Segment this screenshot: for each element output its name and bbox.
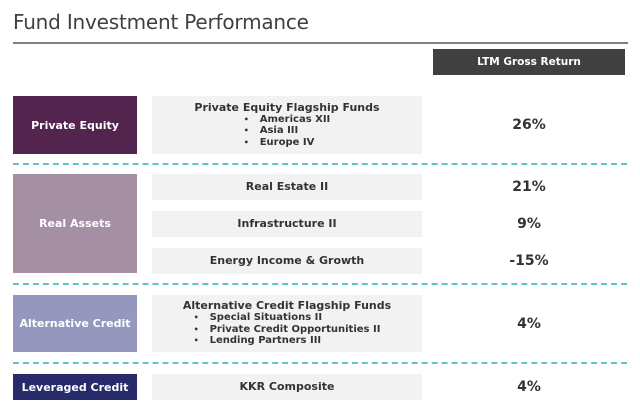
fund-name: Private Equity Flagship Funds — [194, 100, 380, 114]
category-leveraged-credit: Leveraged Credit — [13, 374, 137, 400]
section-divider — [13, 283, 627, 285]
category-private-equity: Private Equity — [13, 96, 137, 154]
title-divider — [13, 42, 628, 44]
fund-alternative-credit-flagship: Alternative Credit Flagship Funds Specia… — [152, 295, 422, 352]
fund-name: Alternative Credit Flagship Funds — [182, 299, 392, 313]
page-title: Fund Investment Performance — [13, 10, 309, 34]
fund-real-estate-ii: Real Estate II — [152, 174, 422, 200]
fund-list-item: Americas XII — [244, 114, 331, 126]
fund-name: KKR Composite — [239, 380, 335, 393]
return-value: 26% — [512, 117, 546, 133]
category-alternative-credit: Alternative Credit — [13, 295, 137, 352]
fund-infrastructure-ii: Infrastructure II — [152, 211, 422, 237]
return-value: 4% — [517, 379, 541, 395]
fund-list-item: Private Credit Opportunities II — [194, 324, 381, 336]
fund-name: Infrastructure II — [237, 217, 337, 230]
fund-list-item: Asia III — [244, 125, 331, 137]
fund-name: Real Estate II — [245, 180, 329, 193]
return-value: 9% — [517, 216, 541, 232]
return-value: -15% — [509, 253, 549, 269]
fund-list-item: Europe IV — [244, 137, 331, 149]
category-real-assets: Real Assets — [13, 174, 137, 273]
section-divider — [13, 362, 627, 364]
fund-kkr-composite: KKR Composite — [152, 374, 422, 400]
column-header-ltm-gross-return: LTM Gross Return — [433, 49, 625, 75]
fund-energy-income-growth: Energy Income & Growth — [152, 248, 422, 274]
fund-list-item: Special Situations II — [194, 312, 381, 324]
fund-name: Energy Income & Growth — [209, 254, 365, 267]
section-divider — [13, 163, 627, 165]
fund-list: Americas XII Asia III Europe IV — [244, 114, 331, 149]
fund-private-equity-flagship: Private Equity Flagship Funds Americas X… — [152, 96, 422, 154]
return-value: 4% — [517, 315, 541, 332]
fund-list-item: Lending Partners III — [194, 335, 381, 347]
fund-list: Special Situations II Private Credit Opp… — [194, 312, 381, 347]
return-value: 21% — [512, 179, 546, 195]
